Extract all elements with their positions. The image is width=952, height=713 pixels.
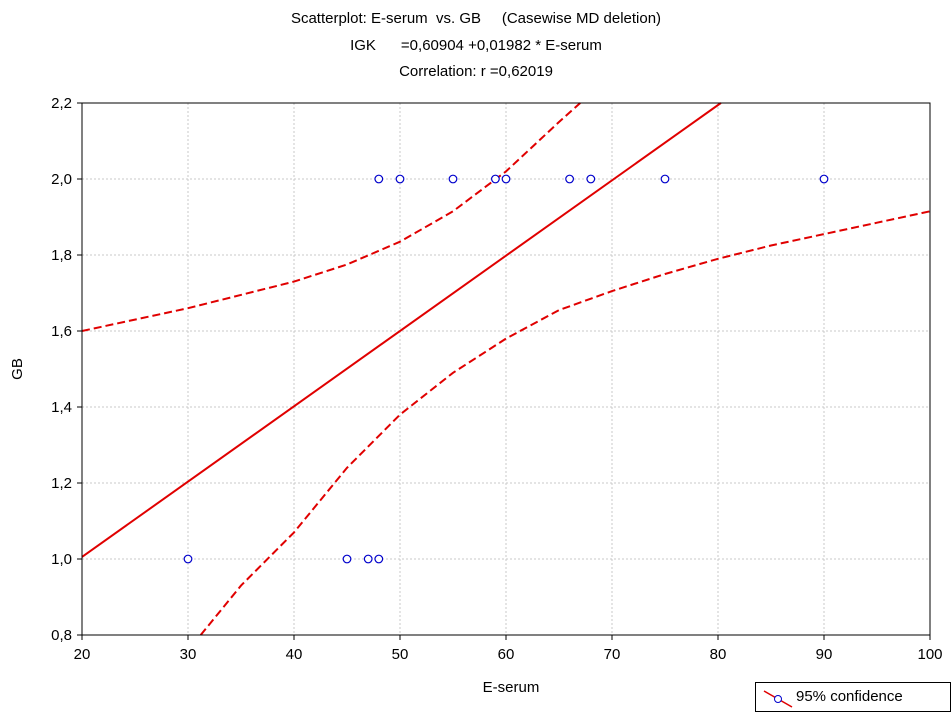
correlation-label: Correlation: r =0,62019 — [399, 63, 553, 80]
y-tick-label: 1,4 — [51, 399, 72, 416]
data-point — [374, 554, 384, 564]
data-point — [660, 174, 670, 184]
data-point — [183, 554, 193, 564]
data-points — [183, 174, 829, 564]
data-point — [342, 554, 352, 564]
confidence-upper-line — [81, 102, 581, 332]
legend-swatch-icon — [763, 690, 793, 708]
x-tick-label: 40 — [286, 646, 303, 663]
x-tick-label: 70 — [604, 646, 621, 663]
x-tick-label: 100 — [917, 646, 942, 663]
x-tick-label: 80 — [710, 646, 727, 663]
data-point — [819, 174, 829, 184]
confidence-lower-line — [199, 210, 931, 636]
x-tick-label: 20 — [74, 646, 91, 663]
y-tick-label: 2,2 — [51, 95, 72, 112]
data-point — [448, 174, 458, 184]
regression-line-group — [81, 102, 722, 558]
regression-line — [81, 102, 722, 558]
data-point — [501, 174, 511, 184]
data-point — [565, 174, 574, 184]
data-point — [586, 174, 596, 184]
y-tick-label: 1,6 — [51, 323, 72, 340]
data-point — [363, 554, 373, 564]
data-point — [374, 174, 384, 184]
y-tick-label: 0,8 — [51, 627, 72, 644]
data-point — [395, 174, 405, 184]
y-tick-label: 1,0 — [51, 551, 72, 568]
x-tick-label: 90 — [816, 646, 833, 663]
y-axis-label: GB — [9, 358, 26, 380]
legend: 95% confidence — [755, 682, 951, 712]
x-tick-label: 30 — [180, 646, 197, 663]
x-axis-ticks: 20 30 40 50 60 70 80 90 100 — [74, 635, 943, 663]
y-tick-label: 1,8 — [51, 247, 72, 264]
chart-title: Scatterplot: E-serum vs. GB (Casewise MD… — [290, 10, 662, 27]
y-tick-label: 2,0 — [51, 171, 72, 188]
x-tick-label: 50 — [392, 646, 409, 663]
x-axis-label: E-serum — [483, 679, 540, 696]
data-point — [491, 174, 500, 184]
y-tick-label: 1,2 — [51, 475, 72, 492]
x-tick-label: 60 — [498, 646, 515, 663]
regression-equation: IGK =0,60904 +0,01982 * E-serum — [350, 37, 602, 54]
confidence-bands — [81, 102, 931, 636]
legend-label: 95% confidence — [796, 688, 903, 705]
y-axis-ticks: 0,8 1,0 1,2 1,4 1,6 1,8 2,0 2,2 — [51, 95, 82, 644]
